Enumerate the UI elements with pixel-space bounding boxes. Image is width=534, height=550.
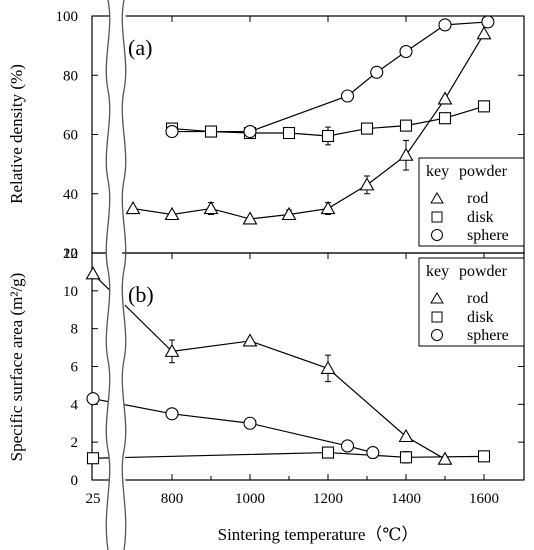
data-point-disk (321, 446, 335, 459)
series-line-disk (92, 451, 485, 459)
y-axis-label-a: Relative density (%) (7, 64, 26, 204)
data-point-disk (282, 126, 296, 140)
data-point-sphere (165, 124, 179, 139)
x-break-tick-label: 25 (86, 491, 101, 507)
data-point-rod (437, 451, 453, 465)
data-point-disk (86, 452, 100, 465)
legend-a: key powder rod disk sphere (418, 157, 525, 247)
panel-b-label: (b) (128, 282, 154, 307)
legend-a-title-powder: powder (459, 163, 508, 180)
series-line-sphere (92, 398, 374, 454)
data-point-rod (437, 91, 453, 105)
y-axis-label-b: Specific surface area (m²/g) (7, 273, 26, 462)
data-point-disk (438, 112, 452, 125)
series-line-rod (92, 273, 446, 460)
break-line-left (105, 0, 111, 550)
data-point-sphere (340, 439, 355, 453)
data-point-disk (477, 450, 491, 463)
data-point-rod (164, 343, 180, 357)
legend-b-sphere-icon (431, 329, 443, 341)
x-tick-label: 1400 (391, 491, 421, 507)
data-point-sphere (399, 44, 413, 59)
series-line-rod (132, 33, 485, 220)
legend-a-disk-label: disk (467, 209, 494, 226)
data-point-disk (477, 100, 491, 113)
data-point-sphere (243, 124, 257, 139)
legend-a-title-key: key (426, 163, 449, 180)
legend-a-sphere-icon (431, 229, 443, 241)
legend-b-rod-icon (430, 292, 444, 304)
legend-b-disk-label: disk (467, 309, 494, 326)
data-point-sphere (86, 392, 100, 406)
legend-b-sphere-label: sphere (467, 327, 509, 344)
legend-a-rod-icon (430, 192, 444, 204)
data-point-disk (321, 129, 335, 143)
data-point-rod (398, 428, 414, 443)
data-point-rod (281, 206, 297, 221)
legend-b-title-key: key (426, 263, 449, 280)
data-point-rod (359, 177, 375, 191)
y-tick-label: 80 (63, 68, 78, 84)
y-tick-label: 6 (71, 360, 79, 376)
data-point-rod (242, 211, 258, 225)
legend-b-disk-icon (431, 311, 443, 323)
data-point-sphere (370, 65, 384, 79)
y-tick-label: 60 (63, 128, 78, 144)
data-point-rod (320, 200, 336, 215)
legend-a-disk-icon (431, 211, 443, 223)
data-point-rod (320, 360, 336, 374)
legend-a-sphere-label: sphere (467, 227, 509, 244)
data-point-rod (85, 266, 101, 280)
break-line-right (121, 0, 127, 550)
y-tick-label: 2 (71, 435, 79, 451)
x-axis-label: Sintering temperature（℃） (218, 525, 419, 544)
y-tick-label: 4 (71, 397, 79, 413)
data-point-sphere (340, 89, 355, 103)
legend-b-rod-label: rod (467, 290, 488, 307)
legend-b-title-powder: powder (459, 263, 508, 280)
y-tick-label: 8 (71, 322, 79, 338)
y-tick-label: 10 (63, 284, 78, 300)
data-point-disk (399, 119, 413, 132)
x-tick-label: 1200 (313, 491, 343, 507)
legend-a-rod-label: rod (467, 190, 488, 207)
data-point-disk (204, 125, 218, 138)
data-point-disk (360, 122, 374, 135)
y-tick-label: 100 (56, 9, 79, 25)
x-tick-label: 1000 (235, 491, 265, 507)
data-point-sphere (438, 18, 452, 32)
legend-b: key powder rod disk sphere (418, 257, 525, 347)
axis-break (105, 0, 127, 550)
x-tick-label: 800 (161, 491, 184, 507)
data-point-rod (203, 200, 219, 215)
data-point-rod (476, 26, 492, 40)
data-point-rod (242, 333, 258, 347)
x-tick-label: 1600 (469, 491, 499, 507)
data-point-sphere (481, 15, 495, 29)
panel-a-label: (a) (128, 35, 152, 60)
data-point-rod (164, 206, 180, 221)
y-tick-label: 20 (63, 246, 78, 262)
data-point-rod (125, 200, 141, 215)
y-tick-label: 40 (63, 187, 78, 203)
data-point-rod (398, 147, 414, 161)
data-point-sphere (243, 416, 257, 430)
data-point-sphere (366, 446, 380, 460)
data-point-sphere (165, 407, 179, 421)
y-tick-label: 0 (71, 473, 79, 489)
y-tick-label: 12 (63, 246, 78, 262)
data-point-disk (399, 451, 413, 464)
